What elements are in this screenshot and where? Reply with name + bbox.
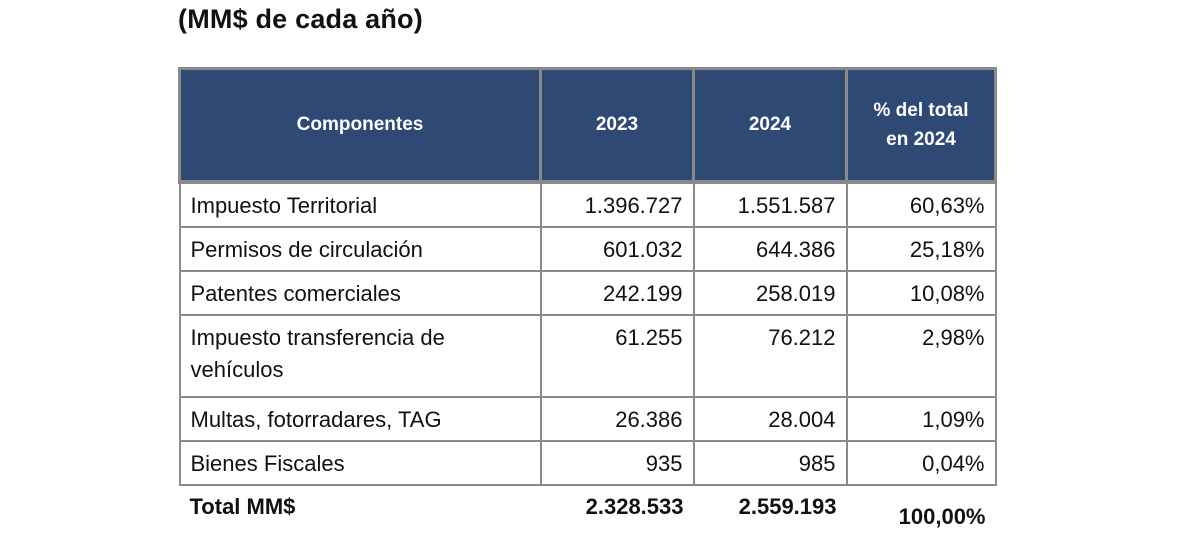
table-row: Impuesto Territorial 1.396.727 1.551.587… — [178, 180, 997, 228]
total-row: Total MM$ 2.328.533 2.559.193 100,00% — [180, 485, 996, 540]
row-value-2024: 28.004 — [692, 396, 848, 442]
row-pct: 2,98% — [845, 314, 997, 398]
table-row: Permisos de circulación 601.032 644.386 … — [178, 226, 997, 272]
row-value-2024: 985 — [692, 440, 848, 486]
header-2023: 2023 — [539, 67, 695, 184]
row-value-2024: 76.212 — [692, 314, 848, 398]
header-pct-line2: en 2024 — [886, 129, 956, 150]
row-pct: 10,08% — [845, 270, 997, 316]
total-label: Total MM$ — [189, 494, 296, 519]
row-value-2023: 1.396.727 — [539, 180, 695, 228]
row-value-2024: 1.551.587 — [692, 180, 848, 228]
table-subtitle: (MM$ de cada año) — [178, 4, 423, 34]
total-value-2023: 2.328.533 — [585, 494, 684, 519]
table-header-row: Componentes 2023 2024 % del total en 202… — [178, 67, 997, 184]
table-row: Multas, fotorradares, TAG 26.386 28.004 … — [178, 396, 997, 442]
table-row: Patentes comerciales 242.199 258.019 10,… — [178, 270, 997, 316]
row-component: Multas, fotorradares, TAG — [178, 396, 542, 442]
header-componentes: Componentes — [178, 67, 542, 184]
table-row: Impuesto transferencia de vehículos 61.2… — [178, 314, 997, 398]
row-value-2024: 644.386 — [692, 226, 848, 272]
row-component: Impuesto transferencia de vehículos — [178, 314, 542, 398]
row-component: Permisos de circulación — [178, 226, 542, 272]
row-value-2023: 61.255 — [539, 314, 695, 398]
header-pct-line1: % del total — [873, 99, 969, 121]
row-pct: 60,63% — [845, 180, 997, 228]
row-component: Impuesto Territorial — [178, 180, 542, 228]
row-value-2023: 601.032 — [539, 226, 695, 272]
table-row: Bienes Fiscales 935 985 0,04% — [178, 440, 997, 486]
row-value-2024: 258.019 — [692, 270, 848, 316]
row-value-2023: 26.386 — [539, 396, 695, 442]
total-value-2024: 2.559.193 — [738, 494, 837, 519]
row-component: Patentes comerciales — [178, 270, 542, 316]
row-component: Bienes Fiscales — [178, 440, 542, 486]
total-pct: 100,00% — [898, 504, 986, 529]
row-pct: 1,09% — [845, 396, 997, 442]
header-pct-total: % del total en 2024 — [845, 67, 997, 184]
header-2024: 2024 — [692, 67, 848, 184]
row-pct: 0,04% — [845, 440, 997, 486]
row-value-2023: 242.199 — [539, 270, 695, 316]
row-pct: 25,18% — [845, 226, 997, 272]
row-value-2023: 935 — [539, 440, 695, 486]
revenue-components-table: Componentes 2023 2024 % del total en 202… — [178, 67, 997, 540]
